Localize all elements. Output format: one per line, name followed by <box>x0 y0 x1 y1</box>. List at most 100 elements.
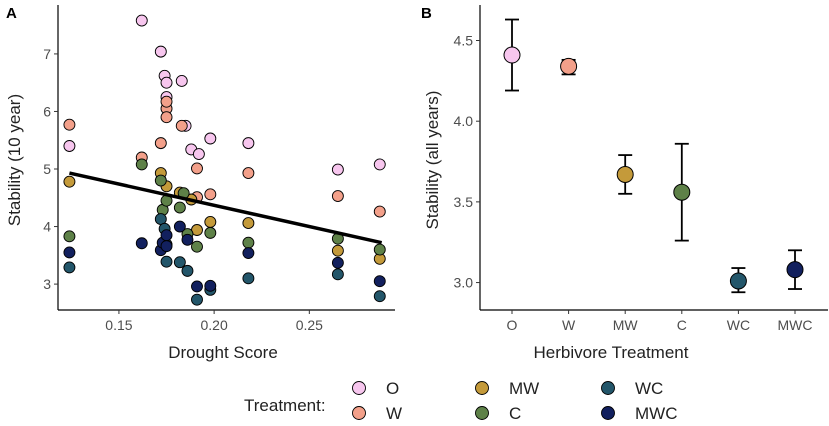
point-wc <box>63 261 76 274</box>
point-wc <box>160 255 173 268</box>
point-mw <box>204 216 217 228</box>
point-mwc <box>204 279 217 292</box>
mean-point-w <box>560 57 578 75</box>
legend-label-wc: WC <box>635 379 663 398</box>
point-wc <box>173 256 186 269</box>
legend-swatch-mw <box>475 381 489 395</box>
legend-title: Treatment: <box>244 396 326 415</box>
point-o <box>175 75 188 87</box>
legend-label-mw: MW <box>509 379 539 398</box>
point-w <box>242 167 255 179</box>
point-o <box>204 132 217 145</box>
panel-b-x-tick-label: MW <box>613 317 639 333</box>
point-wc <box>373 290 386 303</box>
point-wc <box>331 268 344 281</box>
point-mw <box>331 244 344 257</box>
point-c <box>242 236 255 249</box>
point-o <box>160 76 173 89</box>
panel-a-x-tick-label: 0.25 <box>296 317 323 333</box>
panel-b-label: B <box>421 5 432 22</box>
mean-point-wc <box>729 272 747 290</box>
mean-point-mw <box>616 165 634 183</box>
panel-a-y-tick-label: 5 <box>43 161 51 177</box>
point-w <box>331 190 344 203</box>
panel-b-y-axis-title: Stability (all years) <box>423 91 442 230</box>
point-w <box>154 137 167 150</box>
point-o <box>242 137 255 150</box>
panel-b-marks <box>503 18 804 294</box>
point-mwc <box>135 237 148 250</box>
panel-b-x-tick-label: O <box>507 317 518 333</box>
point-w <box>160 111 173 124</box>
point-mwc <box>181 233 194 246</box>
point-wc <box>242 272 255 285</box>
point-o <box>373 158 386 171</box>
mean-point-o <box>503 46 521 64</box>
panel-a-y-tick-label: 4 <box>43 219 51 235</box>
point-c <box>63 230 76 243</box>
point-mwc <box>63 246 76 259</box>
panel-b-x-tick-label: W <box>562 317 576 333</box>
legend-swatch-mwc <box>601 406 615 420</box>
point-mwc <box>373 275 386 288</box>
legend-label-o: O <box>386 379 399 398</box>
point-w <box>191 162 203 175</box>
legend-label-mwc: MWC <box>635 404 677 423</box>
panel-a-chart: 0.15 0.20 0.25 3 4 5 6 7 Drought Score Stabilit… <box>5 5 395 362</box>
panel-b-y-tick-label: 4.0 <box>454 113 474 129</box>
point-o <box>63 140 76 152</box>
panel-a-y-axis-title: Stability (10 year) <box>5 94 24 226</box>
panel-b-x-tick-label: MWC <box>778 317 813 333</box>
point-mw <box>63 175 76 188</box>
panel-a-x-tick-label: 0.20 <box>200 317 227 333</box>
panel-a-points <box>63 14 386 306</box>
point-c <box>191 240 203 253</box>
point-w <box>160 95 173 108</box>
point-c <box>135 158 148 171</box>
point-c <box>373 243 386 256</box>
point-w <box>175 119 188 132</box>
point-mwc <box>160 229 173 242</box>
panel-a-y-tick-label: 7 <box>43 46 51 62</box>
point-mwc <box>242 247 255 259</box>
point-o <box>192 148 205 160</box>
point-o <box>154 45 167 58</box>
point-mw <box>242 217 255 230</box>
legend-swatch-o <box>352 381 366 395</box>
panel-a-x-tick-label: 0.15 <box>105 317 132 333</box>
point-o <box>135 14 148 27</box>
legend-swatch-wc <box>601 381 615 395</box>
point-c <box>204 226 217 239</box>
panel-a-label: A <box>6 5 17 22</box>
point-mwc <box>160 240 173 253</box>
panel-a-axes: 0.15 0.20 0.25 3 4 5 6 7 <box>43 5 395 333</box>
legend-swatch-w <box>352 406 366 420</box>
point-w <box>204 188 217 201</box>
point-w <box>373 205 386 218</box>
point-c <box>173 201 186 214</box>
point-wc <box>181 264 194 277</box>
panel-a-y-tick-label: 6 <box>43 103 51 119</box>
point-w <box>63 118 76 131</box>
mean-point-c <box>673 183 691 201</box>
legend-label-c: C <box>509 404 521 423</box>
point-o <box>331 163 344 176</box>
panel-b-x-tick-label: C <box>677 317 687 333</box>
point-c <box>154 174 167 187</box>
panel-a-y-tick-label: 3 <box>43 276 51 292</box>
point-wc <box>191 293 203 306</box>
point-mwc <box>173 220 186 233</box>
point-mwc <box>331 256 344 269</box>
trend-line <box>69 171 383 245</box>
mean-point-mwc <box>786 261 804 279</box>
point-mwc <box>191 280 203 293</box>
panel-a-x-axis-title: Drought Score <box>168 343 278 362</box>
legend-swatch-c <box>475 406 489 420</box>
panel-b-y-tick-label: 3.0 <box>454 275 474 291</box>
legend-label-w: W <box>386 404 402 423</box>
panel-b-x-axis-title: Herbivore Treatment <box>534 343 689 362</box>
